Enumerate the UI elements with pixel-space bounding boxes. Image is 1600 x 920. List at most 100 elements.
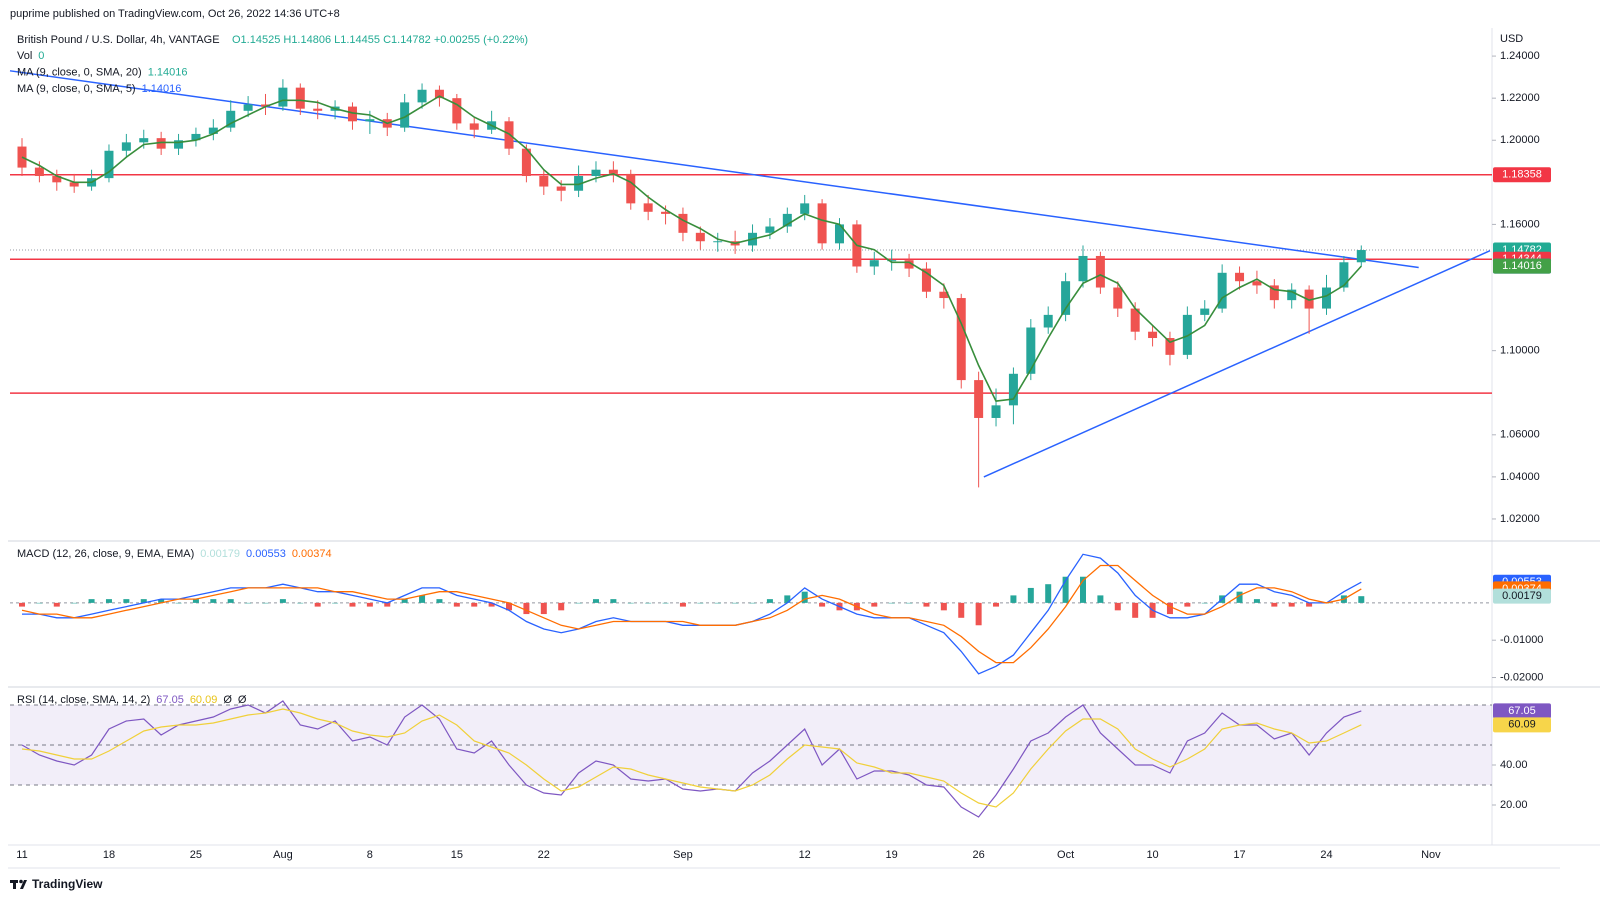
candle-body: [278, 87, 288, 107]
candle-body: [139, 138, 149, 143]
candle-body: [521, 148, 531, 177]
histogram-bar: [19, 602, 26, 607]
candle-body: [1061, 281, 1071, 315]
x-tick-label: Oct: [1057, 849, 1074, 861]
candle-body: [939, 291, 949, 299]
histogram-bar: [471, 602, 478, 607]
trend-line: [9, 70, 1419, 269]
histogram-bar: [1062, 576, 1069, 603]
candle-body: [261, 104, 271, 107]
trend-line: [983, 250, 1491, 478]
quote: O1.14525 H1.14806 L1.14455 C1.14782 +0.0…: [232, 34, 528, 46]
histogram-bar: [262, 602, 269, 604]
legend-value: 60.09: [190, 694, 218, 706]
histogram-bar: [801, 591, 808, 603]
candle-body: [887, 260, 897, 262]
x-tick-label: 19: [886, 849, 898, 861]
price-tag-label: 60.09: [1508, 719, 1536, 731]
candle-body: [904, 260, 914, 269]
candle-body: [556, 186, 566, 191]
price-tag: [1493, 717, 1551, 733]
price-tag-label: 67.05: [1508, 705, 1536, 717]
y-tick-label: 1.02000: [1500, 513, 1540, 525]
histogram-bar: [575, 602, 582, 604]
candle-body: [1043, 314, 1053, 328]
histogram-bar: [419, 595, 426, 603]
x-tick-label: 26: [973, 849, 985, 861]
candle-body: [1322, 287, 1332, 309]
candle-body: [1165, 338, 1175, 355]
candle-body: [400, 102, 410, 128]
histogram-bar: [1358, 596, 1365, 603]
histogram-bar: [349, 602, 356, 607]
candle-body: [643, 203, 653, 212]
candle-body: [1200, 308, 1210, 315]
histogram-bar: [506, 602, 513, 611]
candle-body: [452, 98, 462, 124]
indicator-value: 1.14016: [148, 66, 188, 78]
candle-body: [869, 260, 879, 267]
histogram-bar: [1010, 595, 1017, 603]
indicator-name: MA (9, close, 0, SMA, 20): [17, 66, 142, 78]
candle-body: [104, 150, 114, 179]
candle-body: [191, 133, 201, 141]
histogram-bar: [1079, 576, 1086, 603]
x-tick-label: 25: [190, 849, 202, 861]
histogram-bar: [1201, 602, 1208, 604]
candle-body: [313, 108, 323, 111]
legend-value: 67.05: [156, 694, 184, 706]
candle-body: [17, 146, 27, 168]
indicator-name: Vol: [17, 50, 32, 62]
histogram-bar: [366, 602, 373, 607]
histogram-bar: [401, 599, 408, 603]
symbol-title: British Pound / U.S. Dollar, 4h, VANTAGE: [17, 34, 220, 46]
x-tick-label: 8: [367, 849, 373, 861]
candle-body: [208, 127, 218, 134]
histogram-bar: [192, 599, 199, 603]
candle-body: [52, 176, 62, 183]
histogram-bar: [871, 602, 878, 607]
x-tick-label: 22: [538, 849, 550, 861]
candle-body: [434, 89, 444, 99]
x-tick-label: 24: [1320, 849, 1332, 861]
candle-body: [417, 89, 427, 103]
candle-body: [1130, 308, 1140, 332]
candle-body: [347, 106, 357, 122]
y-tick-label: 20.00: [1500, 799, 1528, 811]
histogram-bar: [88, 599, 95, 603]
candle-body: [1356, 250, 1366, 263]
y-tick-label: 40.00: [1500, 759, 1528, 771]
histogram-bar: [1271, 602, 1278, 607]
histogram-bar: [749, 602, 756, 604]
histogram-bar: [679, 602, 686, 607]
histogram-bar: [923, 602, 930, 607]
price-tag: [1493, 258, 1551, 274]
candle-body: [174, 140, 184, 149]
macd-line: [21, 564, 1362, 664]
y-tick-label: 1.20000: [1500, 134, 1540, 146]
histogram-bar: [906, 602, 913, 604]
candle-body: [226, 110, 236, 128]
brand: TradingView: [32, 877, 103, 891]
histogram-bar: [140, 599, 147, 603]
candle-body: [608, 169, 618, 174]
histogram-bar: [1097, 595, 1104, 603]
histogram-bar: [940, 602, 947, 611]
histogram-bar: [1166, 602, 1173, 615]
histogram-bar: [297, 602, 304, 604]
x-tick-label: 12: [799, 849, 811, 861]
candle-body: [713, 241, 723, 243]
histogram-bar: [1306, 602, 1313, 607]
histogram-bar: [314, 602, 321, 607]
histogram-bar: [332, 602, 339, 604]
indicator-value: 1.14016: [142, 83, 182, 95]
x-tick-label: 11: [16, 849, 27, 861]
candle-body: [1269, 285, 1279, 301]
histogram-bar: [592, 599, 599, 603]
y-tick-label: 1.04000: [1500, 471, 1540, 483]
candle-body: [1008, 373, 1018, 406]
histogram-bar: [714, 602, 721, 604]
candle-body: [469, 123, 479, 130]
y-tick-label: -0.01000: [1500, 634, 1543, 646]
